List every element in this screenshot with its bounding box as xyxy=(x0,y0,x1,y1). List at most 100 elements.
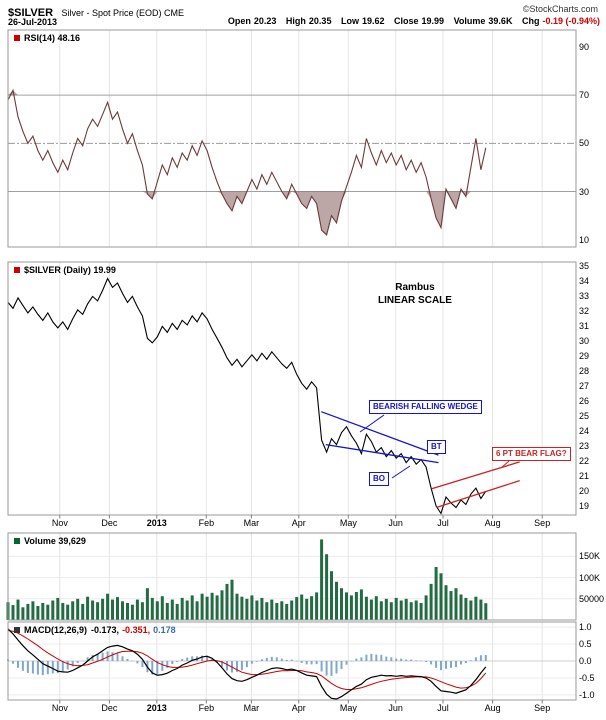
macd-histogram-bar xyxy=(71,661,74,667)
close-label: Close xyxy=(394,16,419,26)
x-month-label: May xyxy=(339,518,357,528)
rambus-annotation: Rambus LINEAR SCALE xyxy=(363,281,467,307)
volume-bar xyxy=(140,602,144,620)
price-y-tick-label: 34 xyxy=(579,276,590,287)
price-line xyxy=(7,277,487,515)
macd-histogram-bar xyxy=(76,661,79,663)
high-value: 20.35 xyxy=(308,16,332,26)
volume-bar xyxy=(130,604,134,620)
macd-histogram-bar xyxy=(46,661,49,675)
macd-histogram-bar xyxy=(450,661,452,668)
volume-bar xyxy=(215,595,219,620)
volume-bar xyxy=(175,603,179,620)
x-month-label: Jul xyxy=(437,518,449,528)
volume-bar xyxy=(111,599,114,620)
rsi-y-tick-label: 90 xyxy=(579,41,590,52)
volume-bar xyxy=(409,602,413,620)
volume-bar xyxy=(180,597,184,620)
volume-bar xyxy=(275,603,279,620)
volume-bar xyxy=(235,593,239,620)
macd-histogram-bar xyxy=(280,658,283,661)
macd-histogram-bar xyxy=(385,656,388,661)
breakout-label: BO xyxy=(369,472,389,486)
macd-histogram-bar xyxy=(435,661,438,668)
copyright-text: ©StockCharts.com xyxy=(522,4,598,14)
macd-histogram-bar xyxy=(41,661,44,676)
macd-histogram-bar xyxy=(365,654,368,661)
x-month-label: Jul xyxy=(437,703,449,713)
macd-histogram-bar xyxy=(380,654,383,661)
macd-histogram-bar xyxy=(17,661,19,668)
bo-label-pointer xyxy=(391,465,411,479)
ticker-description: Silver - Spot Price (EOD) CME xyxy=(61,8,185,18)
volume-bar xyxy=(434,567,438,620)
volume-bar xyxy=(66,604,70,620)
macd-histogram-bar xyxy=(479,655,482,661)
volume-bar xyxy=(394,597,398,620)
x-month-label: Sep xyxy=(534,703,551,713)
volume-bar xyxy=(51,600,55,620)
x-month-label: 2013 xyxy=(146,518,167,528)
volume-bar xyxy=(399,600,403,620)
volume-bar xyxy=(160,596,164,620)
price-legend-swatch-icon xyxy=(14,267,20,273)
macd-histogram-bar xyxy=(445,661,447,669)
volume-bar xyxy=(260,597,264,620)
volume-bar xyxy=(469,600,473,620)
x-month-label: Jun xyxy=(388,703,403,713)
volume-bar xyxy=(359,589,363,620)
price-y-tick-label: 23 xyxy=(579,441,590,452)
price-y-tick-label: 21 xyxy=(579,471,590,482)
macd-histogram-bar xyxy=(410,659,413,661)
x-month-label: Mar xyxy=(243,518,260,528)
volume-bar xyxy=(101,598,105,620)
macd-histogram-bar xyxy=(126,659,129,661)
quote-summary: Open 20.23 High 20.35 Low 19.62 Close 19.99 … xyxy=(221,16,600,26)
rsi-panel-border xyxy=(7,29,577,248)
macd-histogram-bar xyxy=(340,661,343,670)
volume-bar xyxy=(424,595,428,620)
volume-bar xyxy=(310,596,314,620)
volume-legend-swatch-icon xyxy=(14,538,20,544)
macd-y-tick-label: -1.0 xyxy=(579,689,595,700)
macd-histogram-bar xyxy=(320,661,323,672)
macd-histogram-bar xyxy=(360,657,363,661)
macd-histogram-bar xyxy=(240,661,243,671)
macd-histogram-bar xyxy=(295,661,298,662)
volume-bar xyxy=(340,588,343,620)
macd-y-tick-label: 0.5 xyxy=(579,639,592,650)
rsi-line xyxy=(7,88,487,236)
rsi-y-tick-label: 10 xyxy=(579,234,590,245)
open-value: 20.23 xyxy=(253,16,277,26)
macd-histogram-bar xyxy=(350,661,353,662)
x-month-label: May xyxy=(339,703,357,713)
volume-bar xyxy=(26,603,30,620)
price-y-tick-label: 27 xyxy=(579,381,590,392)
volume-bar xyxy=(374,596,378,620)
bear-flag-label: 6 PT BEAR FLAG? xyxy=(492,447,571,461)
wedge-label-pointer xyxy=(359,414,385,433)
macd-histogram-bar xyxy=(186,657,189,661)
macd-histogram-bar xyxy=(400,658,403,661)
volume-bar xyxy=(364,596,368,620)
rsi-legend-text: RSI(14) 48.16 xyxy=(24,33,81,43)
volume-bar xyxy=(369,599,373,620)
macd-histogram-bar xyxy=(171,661,174,665)
price-y-tick-label: 22 xyxy=(579,456,590,467)
volume-bar xyxy=(320,539,324,620)
x-month-label: Apr xyxy=(291,518,306,528)
volume-bar xyxy=(255,600,259,620)
macd-histogram-bar xyxy=(96,653,99,661)
volume-bar xyxy=(220,590,224,620)
macd-histogram-bar xyxy=(474,657,477,661)
volume-bar xyxy=(379,601,383,620)
volume-bar xyxy=(419,603,423,620)
volume-bar xyxy=(21,607,25,620)
x-month-label: 2013 xyxy=(146,703,167,713)
volume-bar xyxy=(265,602,269,620)
ticker-symbol: $SILVER xyxy=(8,7,54,19)
macd-histogram-bar xyxy=(221,661,223,667)
macd-histogram-bar xyxy=(26,661,29,673)
macd-histogram-bar xyxy=(206,656,209,661)
